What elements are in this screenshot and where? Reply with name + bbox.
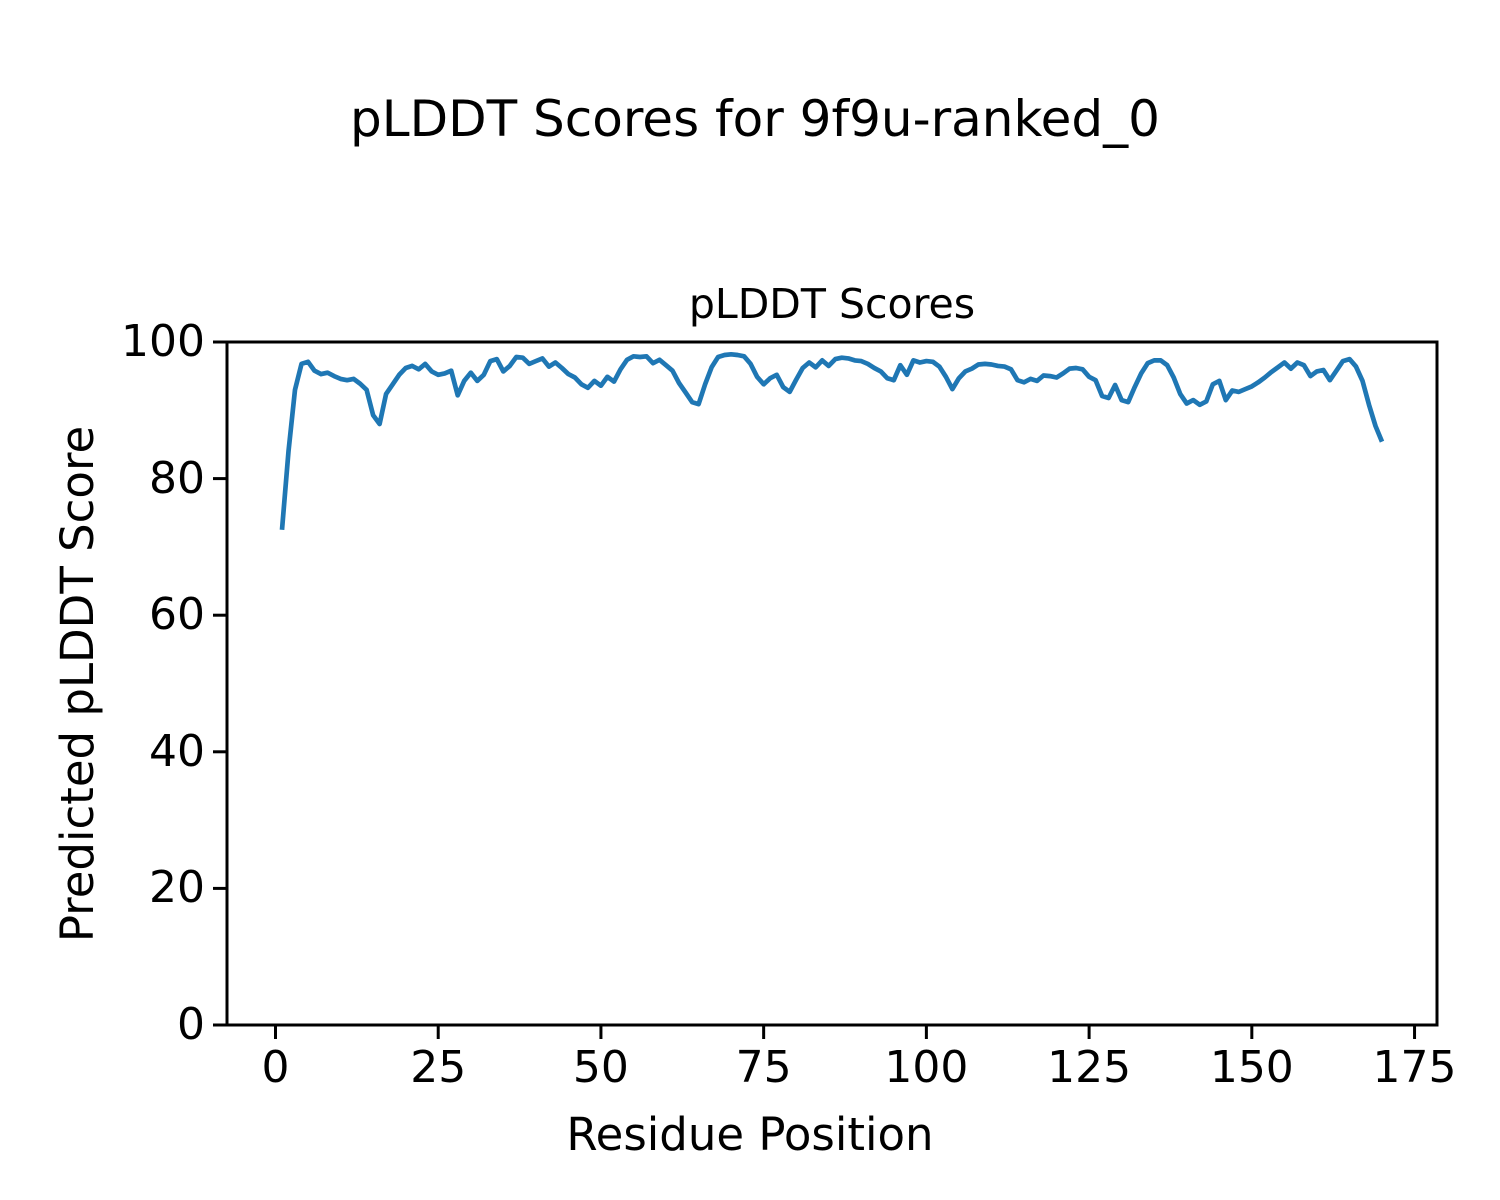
y-tick-label: 20 [149,862,205,914]
x-axis-label: Residue Position [566,1108,934,1161]
y-tick-label: 60 [149,589,205,641]
y-tick-label: 0 [177,999,205,1050]
axes-spines [225,340,1439,1027]
x-tick-label: 50 [572,1042,629,1093]
y-tick-label: 100 [121,316,205,367]
axis-ticks [213,340,1417,1039]
x-tick-label: 75 [735,1042,792,1093]
x-tick-label: 0 [261,1042,290,1093]
y-tick-label: 80 [149,452,205,504]
plddt-line [279,351,1385,530]
x-tick-label: 100 [884,1042,969,1093]
x-tick-label: 25 [410,1042,467,1093]
figure-title: pLDDT Scores for 9f9u-ranked_0 [350,90,1160,148]
x-tick-label: 125 [1047,1042,1132,1093]
x-tick-label: 150 [1209,1042,1294,1093]
x-tick-label: 175 [1372,1042,1457,1093]
axes-title: pLDDT Scores [688,280,976,328]
y-tick-label: 40 [149,725,205,777]
